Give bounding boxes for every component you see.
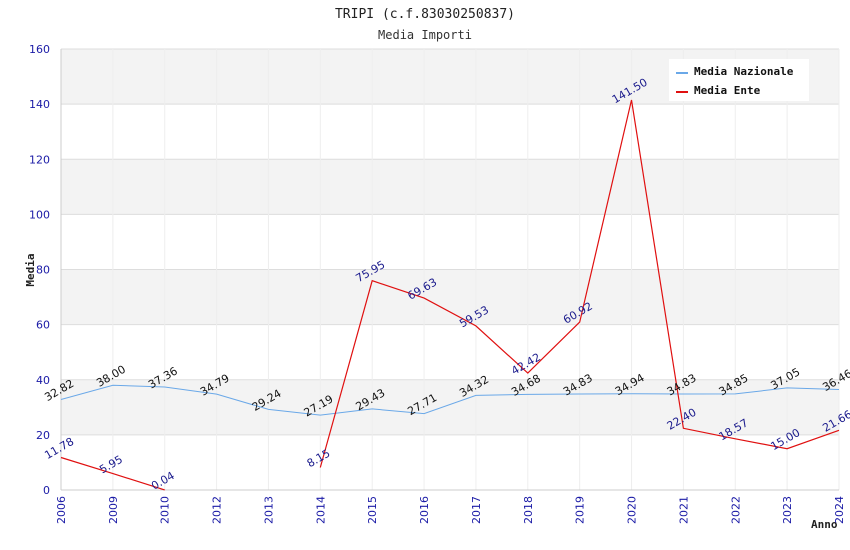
y-tick-label: 60 — [36, 319, 50, 332]
y-tick-label: 80 — [36, 264, 50, 277]
x-tick-label: 2012 — [211, 496, 224, 524]
plot-band — [61, 159, 839, 215]
series-line-1 — [60, 456, 165, 491]
series-line-1 — [319, 99, 840, 468]
y-tick-label: 100 — [29, 208, 50, 221]
series-line-0 — [60, 384, 840, 416]
x-tick-label: 2016 — [418, 496, 431, 524]
x-tick-label: 2019 — [574, 496, 587, 524]
plot-band — [61, 214, 839, 270]
legend-label-media-ente: Media Ente — [694, 84, 761, 97]
x-tick-label: 2022 — [729, 496, 742, 524]
legend: Media Nazionale Media Ente — [669, 59, 809, 101]
legend-label-media-nazionale: Media Nazionale — [694, 65, 794, 78]
plot-band — [61, 379, 839, 435]
x-tick-label: 2018 — [522, 496, 535, 524]
plot-band — [61, 104, 839, 160]
x-tick-label: 2006 — [55, 496, 68, 524]
x-tick-label: 2009 — [107, 496, 120, 524]
y-tick-label: 160 — [29, 43, 50, 56]
x-tick-label: 2023 — [781, 496, 794, 524]
x-tick-label: 2013 — [262, 496, 275, 524]
y-axis-label: Media — [24, 253, 37, 286]
y-tick-label: 40 — [36, 374, 50, 387]
x-tick-label: 2017 — [470, 496, 483, 524]
y-tick-label: 20 — [36, 429, 50, 442]
x-axis-label: Anno — [811, 518, 838, 531]
chart-subtitle: Media Importi — [378, 28, 472, 42]
plot-band — [61, 434, 839, 490]
plot-background — [61, 49, 839, 490]
plot-band — [61, 324, 839, 380]
x-tick-label: 2021 — [677, 496, 690, 524]
x-tick-label: 2020 — [626, 496, 639, 524]
axes: 0 20 40 60 80 100 120 140 160 2006 2009 2010 2012 201… — [29, 43, 846, 524]
series-layer — [60, 99, 840, 491]
x-tick-label: 2010 — [159, 496, 172, 524]
legend-box — [669, 59, 809, 101]
x-tick-label: 2015 — [366, 496, 379, 524]
y-tick-label: 120 — [29, 153, 50, 166]
x-tick-label: 2024 — [833, 496, 846, 524]
y-tick-label: 140 — [29, 98, 50, 111]
chart-title: TRIPI (c.f.83030250837) — [335, 7, 515, 22]
y-tick-label: 0 — [43, 484, 50, 497]
x-tick-label: 2014 — [314, 496, 327, 524]
plot-band — [61, 269, 839, 325]
